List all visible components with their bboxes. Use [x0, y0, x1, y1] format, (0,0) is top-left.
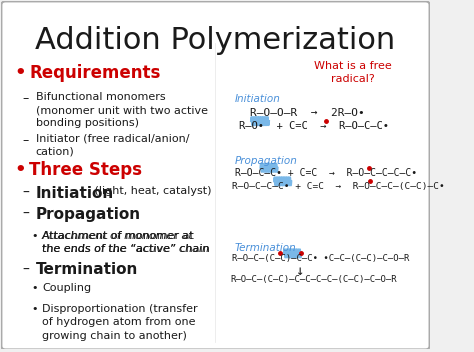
Text: –: –	[23, 92, 29, 105]
Text: •: •	[31, 283, 38, 293]
Text: •: •	[31, 304, 38, 314]
Text: •: •	[14, 162, 26, 180]
Text: Attachment of monomer at
the ends of the “active” chain: Attachment of monomer at the ends of the…	[42, 231, 209, 254]
Text: (light, heat, catalyst): (light, heat, catalyst)	[91, 186, 212, 196]
Text: Initiator (free radical/anion/
cation): Initiator (free radical/anion/ cation)	[36, 134, 189, 157]
Text: Initiation: Initiation	[36, 186, 114, 201]
Text: Disproportionation (transfer
of hydrogen atom from one
growing chain to another): Disproportionation (transfer of hydrogen…	[42, 304, 198, 341]
Text: •: •	[14, 64, 26, 82]
Text: R–O•  + C=C  →  R–O–C–C•: R–O• + C=C → R–O–C–C•	[239, 121, 389, 131]
Text: R–O–C–C–C• + C=C  →  R–O–C–C–(C–C)–C•: R–O–C–C–C• + C=C → R–O–C–C–(C–C)–C•	[232, 182, 445, 191]
Text: –: –	[23, 186, 30, 200]
Text: R–O–C–(C–C)–C–C–C–C–(C–C)–C–O–R: R–O–C–(C–C)–C–C–C–C–(C–C)–C–O–R	[230, 275, 397, 284]
Text: Bifunctional monomers
(monomer unit with two active
bonding positions): Bifunctional monomers (monomer unit with…	[36, 92, 208, 128]
Text: ↓: ↓	[295, 264, 303, 278]
Text: Coupling: Coupling	[42, 283, 91, 293]
Text: R–O–C–C• + C=C  →  R–O–C–C–C–C•: R–O–C–C• + C=C → R–O–C–C–C–C•	[235, 169, 417, 178]
Text: Requirements: Requirements	[29, 64, 161, 82]
Text: Three Steps: Three Steps	[29, 162, 142, 180]
FancyBboxPatch shape	[1, 1, 429, 350]
Text: Initiation: Initiation	[235, 94, 281, 103]
Text: Attachment of monomer at
the ends of the “active” chain: Attachment of monomer at the ends of the…	[42, 231, 210, 254]
Text: –: –	[23, 263, 30, 276]
Text: R–O–C–(C–C)–C–C• •C–C–(C–C)–C–O–R: R–O–C–(C–C)–C–C• •C–C–(C–C)–C–O–R	[232, 254, 409, 263]
Text: •: •	[31, 231, 38, 241]
Text: –: –	[23, 134, 29, 147]
Text: Termination: Termination	[36, 263, 138, 277]
Text: Addition Polymerization: Addition Polymerization	[36, 26, 396, 55]
Text: Propagation: Propagation	[235, 156, 298, 166]
Text: Termination: Termination	[235, 243, 297, 253]
Text: R–O–O–R  →  2R–O•: R–O–O–R → 2R–O•	[250, 108, 365, 118]
Text: –: –	[23, 207, 30, 221]
Text: Propagation: Propagation	[36, 207, 141, 222]
Text: What is a free
radical?: What is a free radical?	[314, 61, 392, 84]
